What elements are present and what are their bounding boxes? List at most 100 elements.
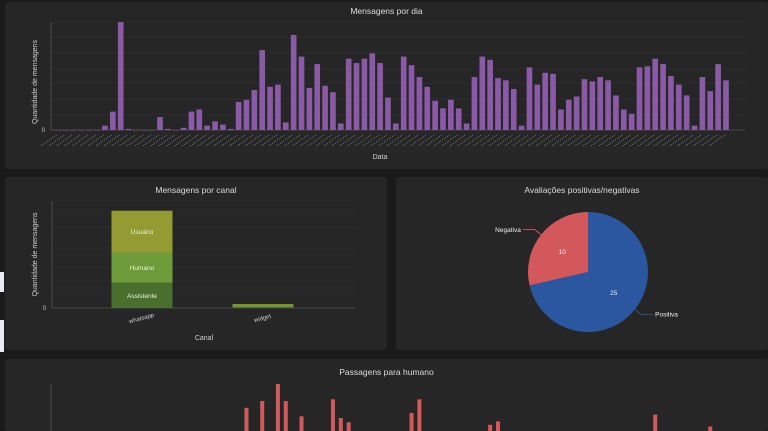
bar (346, 422, 351, 431)
ratings-panel: Avaliações positivas/negativas 25 Positiv… (396, 177, 768, 350)
bar (338, 418, 343, 431)
pie-slice (529, 212, 648, 332)
bar (322, 85, 328, 130)
bar (243, 99, 250, 130)
bar (314, 64, 321, 130)
messages-per-channel-panel: Mensagens por canal 0 Assistente Humano Usu… (5, 177, 387, 350)
bar (345, 58, 352, 130)
bar (589, 81, 596, 130)
bar (503, 80, 509, 130)
bar (283, 401, 288, 431)
bar (361, 58, 368, 130)
bar (259, 50, 266, 130)
bar (675, 84, 682, 130)
bar (369, 53, 376, 130)
bar (715, 64, 721, 130)
messages-per-day-panel: Mensagens por dia 0 ·········· ·········· ·… (5, 2, 768, 169)
segment-label: Usuário (131, 229, 154, 236)
bar (102, 125, 108, 130)
bar (605, 80, 611, 130)
bar (251, 90, 258, 130)
bar (652, 58, 659, 130)
slice-value-label: 10 (559, 249, 567, 256)
bar (244, 407, 249, 431)
y-axis-title: Quantidade de mensagens (32, 39, 39, 124)
bar (708, 426, 713, 431)
bar (227, 128, 234, 130)
bar (558, 109, 564, 130)
bar (653, 414, 658, 431)
bar (125, 128, 132, 130)
x-tick-label: whatsapp (128, 313, 156, 326)
bar (275, 384, 280, 431)
y-tick-label: 0 (42, 128, 46, 134)
bar (565, 99, 572, 130)
segment-label: Assistente (127, 293, 157, 300)
x-tick-label: widget (253, 314, 273, 325)
bar (699, 77, 706, 130)
bar (196, 109, 203, 130)
pie-slice (528, 212, 588, 286)
bar (330, 399, 335, 431)
bar (432, 100, 438, 130)
bar (220, 124, 226, 130)
stacked-bar-segment (111, 210, 173, 253)
bar (440, 108, 446, 130)
bar (660, 64, 666, 130)
bar (496, 421, 501, 431)
bar (636, 67, 643, 130)
slice-name-label: Positiva (655, 312, 678, 319)
bar (581, 79, 588, 130)
background-window-edge (0, 320, 4, 352)
chart-title: Passagens para humano (339, 367, 434, 377)
bar (330, 92, 336, 130)
bar (337, 123, 344, 130)
y-axis-title: Quantidade de mensagens (32, 212, 39, 297)
bar (455, 108, 462, 130)
bar (260, 401, 265, 431)
bar (393, 123, 399, 130)
bar (212, 121, 218, 130)
bar (267, 86, 273, 130)
bar (550, 73, 556, 130)
bar (188, 111, 195, 130)
bar (488, 424, 493, 431)
bar (510, 88, 517, 130)
leader-line (634, 309, 654, 315)
bar (306, 87, 313, 130)
bar (282, 122, 289, 130)
bar (424, 86, 431, 130)
segment-label: Humano (130, 265, 155, 272)
bar (620, 109, 627, 130)
chart-title: Mensagens por canal (155, 185, 237, 195)
bar (448, 99, 454, 130)
bar (416, 77, 423, 130)
bar (471, 77, 478, 130)
bar (117, 22, 124, 130)
chart-title: Mensagens por dia (350, 6, 423, 16)
stacked-bar-segment (232, 307, 294, 308)
bar (299, 416, 304, 431)
bar (235, 101, 242, 130)
bar (723, 80, 729, 130)
bar (110, 111, 116, 130)
bar (157, 117, 163, 130)
bar (165, 128, 171, 130)
bar (408, 65, 415, 130)
bar (180, 127, 187, 130)
bar (290, 34, 297, 130)
x-axis-title: Data (373, 154, 388, 161)
bar (463, 123, 470, 130)
bar (613, 95, 619, 130)
bar (487, 59, 493, 130)
stacked-bar-segment (232, 305, 294, 308)
bar (628, 113, 635, 130)
bar (668, 76, 674, 130)
bar (275, 84, 281, 130)
human-handoffs-chart: Quantidade (32, 384, 713, 431)
human-handoffs-panel: Passagens para humano Quantidade (5, 359, 768, 431)
background-window-edge (0, 272, 4, 292)
messages-per-day-chart: 0·······································… (32, 21, 745, 161)
bar (400, 56, 407, 131)
bar (298, 56, 305, 131)
